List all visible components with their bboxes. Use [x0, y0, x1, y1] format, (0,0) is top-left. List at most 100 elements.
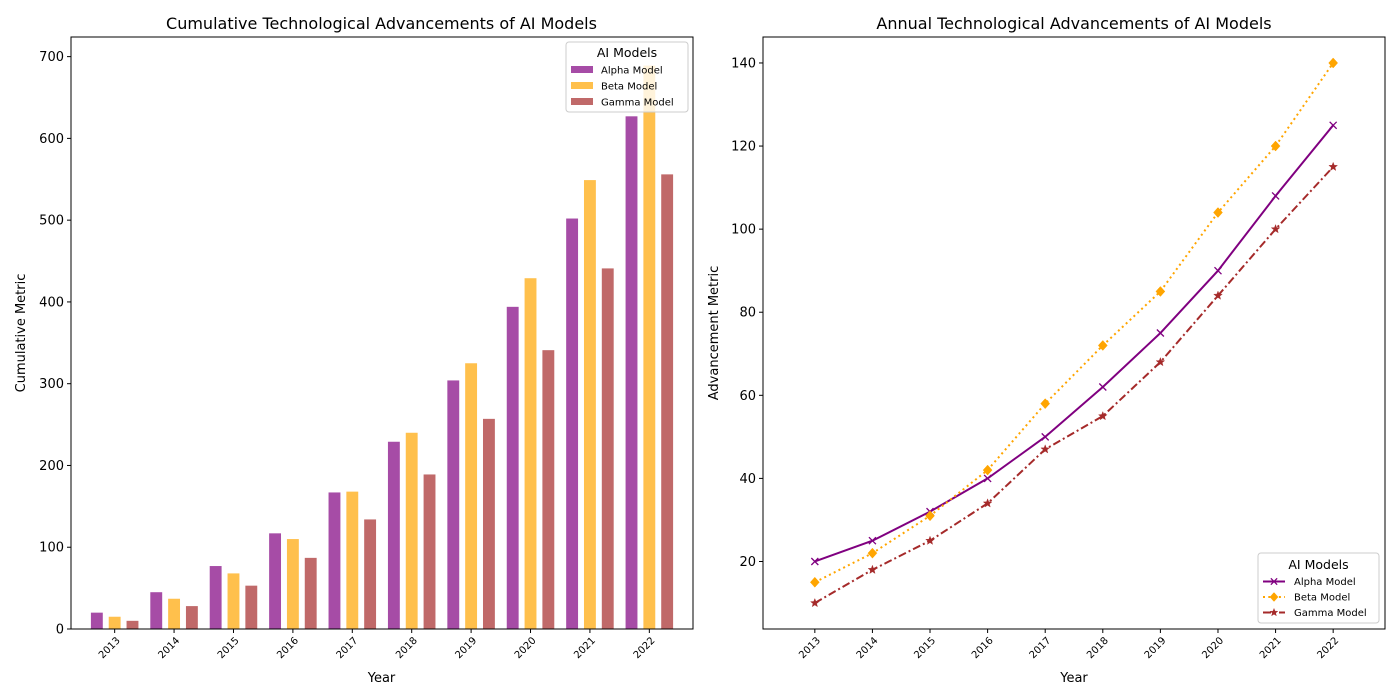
- bar: [168, 598, 181, 629]
- y-tick-label: 500: [39, 214, 64, 229]
- x-tick-label: 2016: [275, 635, 301, 661]
- legend-swatch: [571, 66, 593, 73]
- data-point: [810, 597, 820, 608]
- legend-entry: Alpha Model: [1294, 577, 1356, 588]
- y-tick-label: 120: [731, 140, 756, 155]
- y-tick-label: 140: [731, 56, 756, 71]
- y-axis-label: Cumulative Metric: [14, 274, 29, 393]
- data-point: [1270, 577, 1278, 586]
- data-point: [1155, 357, 1166, 367]
- bar: [423, 474, 436, 629]
- data-point: [867, 547, 878, 559]
- bar: [625, 116, 638, 629]
- series-line: [814, 166, 1334, 604]
- y-tick-label: 100: [731, 223, 756, 238]
- data-point: [925, 510, 935, 522]
- data-point: [1328, 161, 1338, 171]
- x-tick-label: 2020: [513, 635, 539, 661]
- legend-entry: Beta Model: [1294, 593, 1350, 604]
- data-point: [925, 535, 935, 545]
- y-tick-label: 600: [39, 132, 64, 147]
- bar: [328, 492, 341, 629]
- data-point: [1155, 286, 1166, 297]
- x-tick-label: 2022: [632, 635, 658, 661]
- plot-frame: [70, 36, 694, 630]
- y-tick-label: 80: [739, 306, 756, 321]
- legend-title: AI Models: [1288, 557, 1348, 572]
- chart-title: Annual Technological Advancements of AI …: [876, 14, 1271, 33]
- bar: [286, 539, 299, 629]
- x-tick-label: 2019: [1143, 635, 1169, 661]
- x-tick-label: 2020: [1200, 635, 1226, 661]
- x-axis-label: Year: [367, 671, 396, 686]
- y-tick-label: 200: [39, 459, 64, 474]
- legend: AI Models Alpha Model Beta Model Gamma Mode…: [1257, 552, 1380, 624]
- x-tick-label: 2021: [1258, 635, 1284, 661]
- data-point: [1269, 607, 1279, 617]
- data-point: [983, 474, 992, 483]
- x-tick-label: 2014: [855, 635, 881, 661]
- data-point: [868, 536, 877, 545]
- data-point: [1270, 224, 1281, 234]
- bar: [465, 363, 478, 629]
- data-point: [1097, 411, 1108, 421]
- legend-box: [1257, 552, 1380, 624]
- bar: [108, 616, 121, 629]
- annual-line-chart: Annual Technological Advancements of AI …: [707, 14, 1386, 686]
- x-tick-label: 2017: [1028, 635, 1054, 661]
- x-tick-label: 2013: [797, 635, 823, 661]
- data-point: [1269, 592, 1279, 602]
- bar: [524, 278, 537, 629]
- y-tick-label: 20: [739, 555, 756, 570]
- data-point: [1329, 121, 1338, 130]
- data-point: [1041, 432, 1050, 441]
- x-tick-label: 2021: [572, 635, 598, 661]
- legend-swatch: [571, 98, 593, 105]
- bar: [566, 218, 579, 630]
- legend-box: [565, 41, 689, 113]
- data-point: [867, 564, 878, 574]
- x-axis-label: Year: [1059, 671, 1088, 686]
- bar: [387, 441, 400, 629]
- x-tick-label: 2015: [216, 635, 242, 661]
- data-point: [1328, 57, 1339, 69]
- bar: [643, 65, 656, 630]
- bar: [405, 432, 418, 629]
- x-tick-label: 2019: [453, 635, 479, 661]
- data-point: [1040, 444, 1051, 454]
- data-point: [1097, 340, 1108, 351]
- data-point: [809, 576, 820, 588]
- x-tick-label: 2014: [156, 635, 182, 661]
- x-tick-label: 2022: [1316, 635, 1342, 661]
- cumulative-bar-chart: Cumulative Technological Advancements of…: [14, 14, 694, 686]
- data-point: [1270, 140, 1281, 152]
- bar: [150, 592, 163, 629]
- bar: [90, 612, 103, 629]
- y-tick-label: 60: [739, 389, 756, 404]
- bar: [506, 306, 519, 629]
- x-tick-label: 2016: [970, 635, 996, 661]
- bar: [269, 533, 282, 629]
- data-point: [1213, 290, 1223, 300]
- bar: [304, 557, 317, 629]
- legend-swatch: [571, 82, 593, 89]
- data-point: [1213, 207, 1223, 218]
- bar: [209, 566, 222, 629]
- data-point: [982, 464, 993, 476]
- bar: [661, 174, 674, 629]
- bar: [126, 620, 139, 629]
- legend-entry: Alpha Model: [601, 66, 663, 77]
- bar: [447, 380, 460, 629]
- chart-title: Cumulative Technological Advancements of…: [166, 14, 597, 33]
- bar: [542, 350, 555, 629]
- y-tick-label: 700: [39, 50, 64, 65]
- legend-title: AI Models: [597, 45, 657, 60]
- legend: AI Models Alpha Model Beta Model Gamma Mode…: [565, 41, 689, 113]
- series-line: [814, 124, 1334, 563]
- x-tick-label: 2013: [97, 635, 123, 661]
- data-point: [982, 498, 993, 508]
- bar: [185, 606, 198, 629]
- bar: [601, 268, 614, 629]
- x-tick-label: 2015: [912, 635, 938, 661]
